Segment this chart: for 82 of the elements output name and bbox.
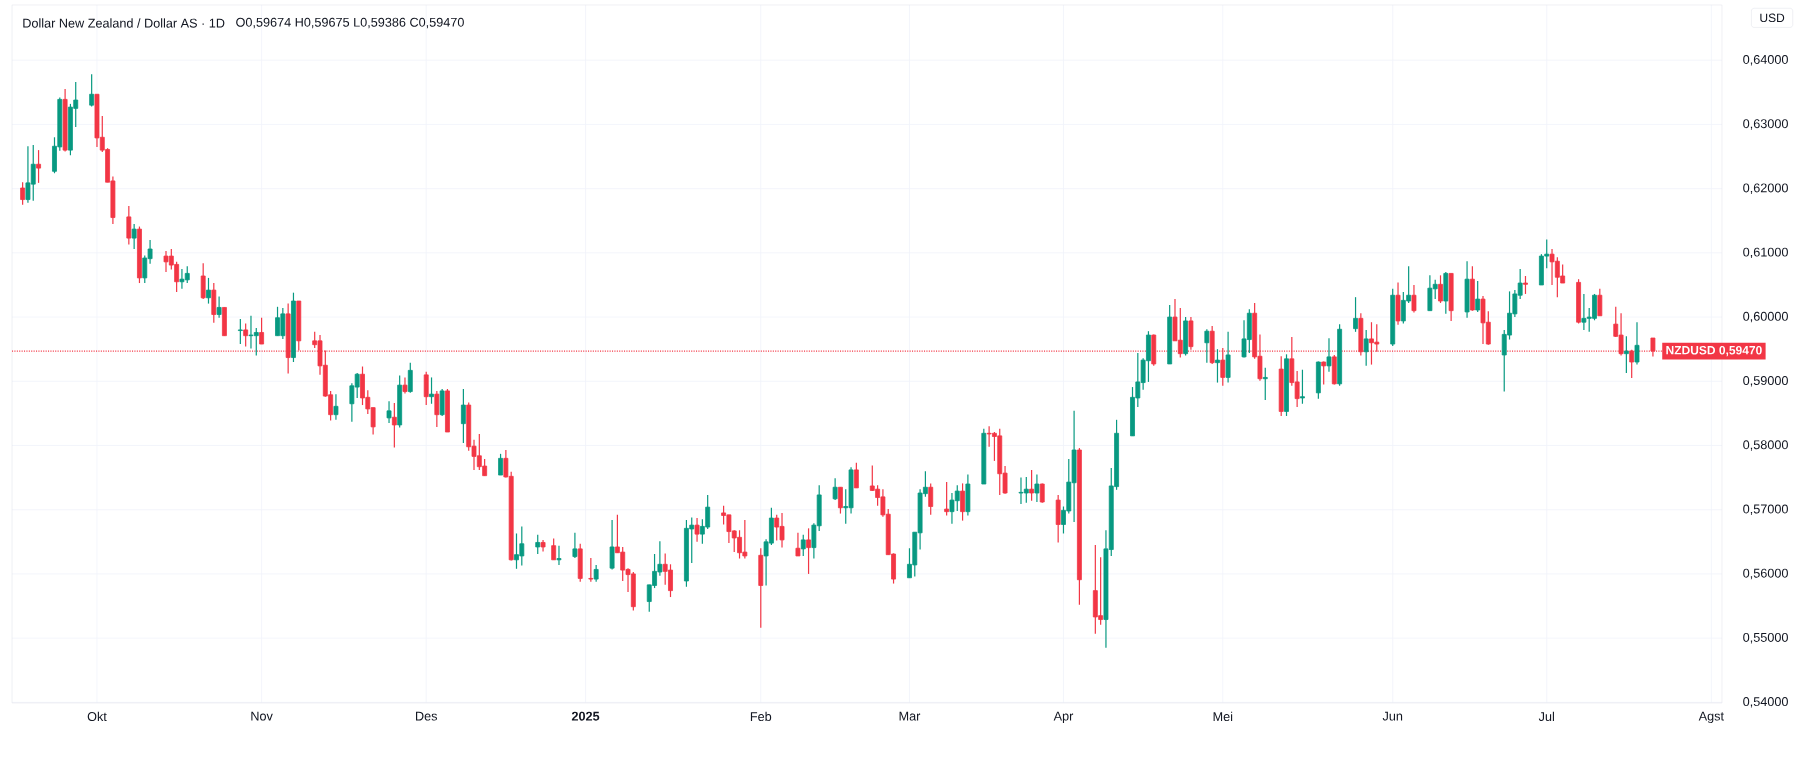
candlestick	[259, 317, 265, 345]
candlestick	[391, 402, 397, 449]
candlestick	[694, 517, 700, 543]
candlestick	[386, 400, 392, 424]
candlestick	[200, 262, 206, 300]
candlestick	[832, 477, 838, 501]
candlestick	[960, 482, 965, 522]
y-tick-label: 0,59000	[1743, 376, 1788, 387]
candlestick	[1438, 274, 1443, 304]
x-tick-label: Des	[416, 711, 438, 721]
x-tick-label: Mei	[1213, 711, 1233, 722]
candlestick	[1623, 335, 1629, 374]
y-tick-label: 0,54000	[1743, 697, 1788, 708]
candlestick	[1629, 349, 1635, 379]
text: USD	[1760, 13, 1785, 23]
y-tick-label: 0,61000	[1743, 247, 1788, 259]
candlestick	[36, 149, 41, 184]
y-tick-label: 0,56000	[1743, 568, 1788, 580]
candlestick	[551, 538, 557, 561]
candlestick	[423, 371, 429, 406]
candlestick	[800, 534, 806, 557]
candlestick	[928, 482, 934, 516]
candlestick	[1326, 337, 1332, 373]
candlestick	[1353, 296, 1358, 333]
candlestick	[1262, 367, 1268, 401]
candlestick	[20, 181, 26, 206]
candlestick	[206, 277, 211, 305]
candlestick	[460, 388, 466, 444]
y-tick-label: 0,63000	[1743, 119, 1788, 130]
x-tick-label: Feb	[750, 711, 772, 722]
y-tick-label: 0,57000	[1743, 504, 1788, 515]
candlestick	[1321, 360, 1327, 386]
candlestick	[795, 532, 801, 557]
candlestick	[1411, 284, 1417, 314]
candlestick	[1215, 348, 1220, 384]
x-tick-label: Apr	[1053, 711, 1074, 724]
candlestick	[1039, 482, 1045, 504]
candlestick	[1029, 469, 1035, 502]
candlestick	[1597, 288, 1603, 317]
candlestick	[535, 534, 541, 555]
candlestick	[131, 223, 137, 250]
candlestick	[853, 462, 859, 489]
candlestick	[944, 481, 950, 517]
candlestick	[498, 453, 503, 476]
candlestick	[1634, 321, 1640, 366]
candlestick	[333, 393, 339, 421]
candlestick	[237, 318, 243, 345]
candlestick	[216, 295, 222, 319]
y-tick-label: 0,62000	[1743, 183, 1788, 194]
candlestick	[89, 73, 95, 108]
candlestick	[1034, 473, 1040, 503]
candlestick	[434, 390, 440, 428]
candlestick	[1225, 331, 1231, 384]
x-tick-label: 2025	[571, 711, 600, 721]
candlestick	[1300, 369, 1305, 405]
candlestick	[1363, 329, 1369, 367]
candlestick	[609, 519, 615, 571]
ref-line-label: NZDUSD 0,59470	[1666, 345, 1762, 357]
candlestick	[556, 545, 562, 566]
candlestick	[243, 322, 249, 348]
candlestick	[806, 527, 811, 575]
x-tick-label: Nov	[251, 711, 273, 721]
y-tick-label: 0,60000	[1743, 311, 1788, 323]
x-tick-label: Agst	[1698, 711, 1724, 724]
y-tick-label: 0,64000	[1743, 54, 1788, 66]
candlestick	[126, 205, 132, 246]
x-tick-label: Okt	[87, 711, 107, 722]
candlestick	[407, 362, 413, 394]
candlestick	[572, 532, 578, 559]
candlestick	[429, 376, 434, 405]
y-tick-label: 0,55000	[1743, 632, 1788, 644]
candlestick	[838, 486, 843, 515]
text: O0,59674 H0,59675 L0,59386 C0,59470	[236, 17, 464, 29]
text: Dollar New Zealand / Dollar AS · 1D	[23, 18, 225, 28]
candlestick	[588, 557, 594, 583]
x-tick-label: Jul	[1538, 711, 1554, 722]
x-tick-label: Jun	[1382, 711, 1403, 721]
candlestick	[1475, 280, 1481, 313]
candlestick	[1204, 328, 1210, 364]
candlestick	[439, 388, 445, 417]
x-tick-label: Mar	[899, 711, 921, 721]
y-tick-label: 0,58000	[1743, 440, 1788, 451]
